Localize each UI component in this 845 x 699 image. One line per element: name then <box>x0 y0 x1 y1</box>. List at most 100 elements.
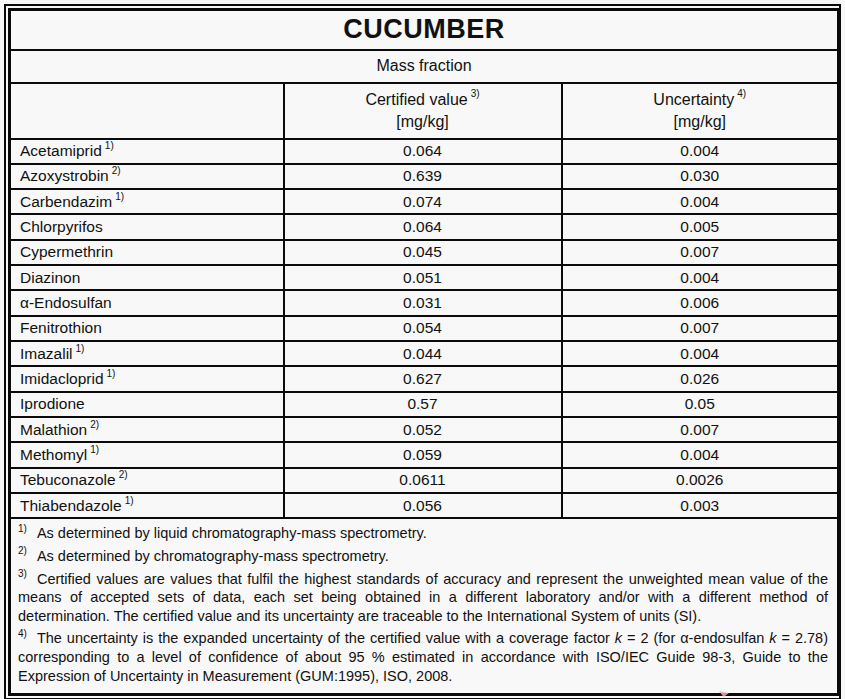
table-row: Fenitrothion 0.0540.007 <box>10 316 839 341</box>
certified-value-cell: 0.052 <box>284 417 562 442</box>
substance-footnote-marker: 1) <box>105 140 114 151</box>
column-header-row: Certified value3) [mg/kg] Uncertainty4) … <box>10 83 839 139</box>
certified-value-cell: 0.044 <box>284 341 562 366</box>
certified-value-header-unit: [mg/kg] <box>286 111 560 133</box>
substance-footnote-marker: 2) <box>119 469 128 480</box>
substance-name: Tebuconazole <box>20 471 116 488</box>
substance-name-cell: Iprodione <box>10 392 284 417</box>
substance-name-cell: Carbendazim1) <box>10 189 284 214</box>
uncertainty-value-cell: 0.05 <box>562 392 839 417</box>
substance-name: Imidacloprid <box>20 370 104 387</box>
substance-footnote-marker: 2) <box>90 419 99 430</box>
certified-value-cell: 0.054 <box>284 316 562 341</box>
uncertainty-header-label: Uncertainty <box>653 91 734 108</box>
table-row: Iprodione 0.570.05 <box>10 392 839 417</box>
substance-name: Azoxystrobin <box>20 167 109 184</box>
certified-value-cell: 0.059 <box>284 442 562 467</box>
table-row: Azoxystrobin2)0.6390.030 <box>10 164 839 189</box>
table-row: Thiabendazole1) 0.0560.003 <box>10 493 839 518</box>
substance-name: Thiabendazole <box>20 497 122 514</box>
substance-name: Carbendazim <box>20 193 112 210</box>
footnote-marker: 3) <box>18 568 27 579</box>
substance-footnote-marker: 1) <box>90 444 99 455</box>
uncertainty-value-cell: 0.004 <box>562 139 839 164</box>
table-title: CUCUMBER <box>10 10 839 50</box>
uncertainty-value-cell: 0.007 <box>562 316 839 341</box>
footnote: 1) As determined by liquid chromatography… <box>18 524 828 543</box>
substance-name: Acetamiprid <box>20 142 102 159</box>
uncertainty-value-cell: 0.004 <box>562 442 839 467</box>
table-row: Acetamiprid1)0.0640.004 <box>10 139 839 164</box>
certified-value-cell: 0.051 <box>284 265 562 290</box>
uncertainty-value-cell: 0.030 <box>562 164 839 189</box>
table-outer-frame: CUCUMBER Mass fraction Certified value 3)… <box>4 4 841 699</box>
footnote: 3)Certified values are values that fulfi… <box>18 570 828 626</box>
cucumber-certified-values-table: CUCUMBER Mass fraction Certified value 3)… <box>8 8 840 696</box>
certified-value-footnote-marker: 3) <box>471 88 480 99</box>
footnote-text: The uncertainty is the expanded uncertai… <box>37 630 615 646</box>
footnote: 4) The uncertainty is the expanded uncert… <box>18 629 828 685</box>
substance-name-cell: Imidacloprid1) <box>10 366 284 391</box>
table-body: Acetamiprid1)0.0640.004Azoxystrobin2)0.6… <box>10 139 839 519</box>
substance-footnote-marker: 1) <box>76 343 85 354</box>
substance-name-cell: Chlorpyrifos <box>10 214 284 239</box>
footnotes-row: 1) As determined by liquid chromatography… <box>10 518 839 694</box>
substance-name: Malathion <box>20 421 87 438</box>
certified-value-header-label: Certified value <box>365 91 467 108</box>
table-row: Tebuconazole2)0.06110.0026 <box>10 468 839 493</box>
footnote-marker: 1) <box>18 523 27 534</box>
table-row: Malathion2)0.0520.007 <box>10 417 839 442</box>
substance-name-cell: Malathion2) <box>10 417 284 442</box>
substance-footnote-marker: 2) <box>112 165 121 176</box>
certified-value-cell: 0.045 <box>284 240 562 265</box>
footnote: 2)As determined by chromatography-mass s… <box>18 547 828 566</box>
substance-name-cell: Fenitrothion <box>10 316 284 341</box>
substance-name: Methomyl <box>20 446 87 463</box>
substance-column-header <box>10 83 284 139</box>
substance-name: Diazinon <box>20 269 80 286</box>
certified-value-cell: 0.639 <box>284 164 562 189</box>
uncertainty-header-unit: [mg/kg] <box>564 111 837 133</box>
substance-name-cell: Methomyl1) <box>10 442 284 467</box>
substance-name: Chlorpyrifos <box>20 218 103 235</box>
uncertainty-value-cell: 0.005 <box>562 214 839 239</box>
footnote-text: As determined by liquid chromatography-m… <box>37 525 427 541</box>
substance-name: Imazalil <box>20 345 73 362</box>
uncertainty-value-cell: 0.003 <box>562 493 839 518</box>
footnote-text: Certified values are values that fulfil … <box>18 571 828 624</box>
certified-value-cell: 0.064 <box>284 139 562 164</box>
certified-value-cell: 0.074 <box>284 189 562 214</box>
substance-name-cell: Imazalil1) <box>10 341 284 366</box>
footnote-italic-text: k <box>769 630 776 646</box>
substance-name-cell: α-Endosulfan <box>10 290 284 315</box>
subtitle-row: Mass fraction <box>10 50 839 83</box>
table-row: Imazalil1)0.0440.004 <box>10 341 839 366</box>
substance-name: Fenitrothion <box>20 319 102 336</box>
certified-value-cell: 0.627 <box>284 366 562 391</box>
uncertainty-value-cell: 0.004 <box>562 341 839 366</box>
uncertainty-header-line1: Uncertainty4) <box>564 89 837 111</box>
substance-name-cell: Azoxystrobin2) <box>10 164 284 189</box>
substance-name: Iprodione <box>20 395 85 412</box>
table-subtitle: Mass fraction <box>10 50 839 83</box>
substance-name-cell: Diazinon <box>10 265 284 290</box>
substance-name-cell: Acetamiprid1) <box>10 139 284 164</box>
certified-value-cell: 0.031 <box>284 290 562 315</box>
uncertainty-value-cell: 0.004 <box>562 189 839 214</box>
table-row: Carbendazim1)0.0740.004 <box>10 189 839 214</box>
table-row: Diazinon 0.0510.004 <box>10 265 839 290</box>
uncertainty-value-cell: 0.004 <box>562 265 839 290</box>
certified-value-cell: 0.0611 <box>284 468 562 493</box>
footnote-text: = 2 (for α-endosulfan <box>622 630 769 646</box>
substance-name-cell: Cypermethrin <box>10 240 284 265</box>
footnote-marker: 4) <box>18 628 27 639</box>
certified-value-cell: 0.056 <box>284 493 562 518</box>
table-row: Chlorpyrifos0.0640.005 <box>10 214 839 239</box>
title-row: CUCUMBER <box>10 10 839 50</box>
substance-footnote-marker: 1) <box>115 191 124 202</box>
substance-name: α-Endosulfan <box>20 294 112 311</box>
substance-footnote-marker: 1) <box>125 495 134 506</box>
footnote-text: As determined by chromatography-mass spe… <box>37 548 389 564</box>
certified-value-cell: 0.57 <box>284 392 562 417</box>
uncertainty-value-cell: 0.007 <box>562 240 839 265</box>
